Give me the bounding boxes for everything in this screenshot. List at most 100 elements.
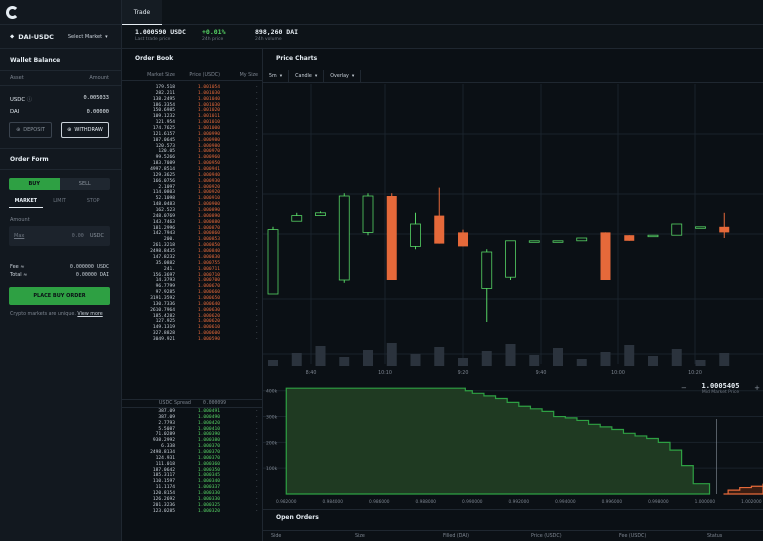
order-book-row[interactable]: 97.9285 1.000660 - bbox=[122, 290, 263, 296]
candle-body[interactable] bbox=[434, 215, 445, 244]
order-book-row[interactable]: 201.3236 1.000325 - bbox=[122, 503, 263, 509]
candle-body[interactable] bbox=[458, 232, 468, 247]
order-book-row[interactable]: 2.1097 1.000920 - bbox=[122, 185, 263, 191]
order-book-row[interactable]: 166.0756 1.000930 - bbox=[122, 179, 263, 185]
place-buy-order-button[interactable]: PLACE BUY ORDER bbox=[9, 287, 110, 305]
order-book-row[interactable]: 156.3697 1.000710 - bbox=[122, 273, 263, 279]
order-book-row[interactable]: 11.1174 1.000337 - bbox=[122, 485, 263, 491]
tab-trade[interactable]: Trade bbox=[122, 0, 162, 25]
candle-body[interactable] bbox=[671, 223, 683, 236]
amount-value[interactable]: 0.00 bbox=[71, 233, 84, 239]
zoom-in-button[interactable]: + bbox=[754, 384, 760, 392]
order-book-row[interactable]: 327.8828 1.000600 - bbox=[122, 331, 263, 337]
order-book-row[interactable]: 2.7793 1.000420 - bbox=[122, 421, 263, 427]
candle-body[interactable] bbox=[624, 235, 635, 241]
order-book-row[interactable]: 186.3354 1.001030 - bbox=[122, 103, 263, 109]
candle-body[interactable] bbox=[695, 226, 706, 229]
order-book-row[interactable]: 130.7336 1.000640 - bbox=[122, 302, 263, 308]
candle-body[interactable] bbox=[505, 240, 516, 278]
order-book-row[interactable]: 126.2692 1.000330 - bbox=[122, 497, 263, 503]
ask-depth-area[interactable] bbox=[723, 483, 763, 495]
candle-body[interactable] bbox=[291, 215, 303, 222]
withdraw-button[interactable]: ⊕ WITHDRAW bbox=[61, 122, 109, 138]
order-book-row[interactable]: 387.09 1.000491 - bbox=[122, 409, 263, 415]
candle-body[interactable] bbox=[552, 240, 564, 243]
order-book-row[interactable]: 99.5266 1.000960 - bbox=[122, 155, 263, 161]
order-book-row[interactable]: 107.0645 1.000980 - bbox=[122, 138, 263, 144]
order-book-row[interactable]: 938.2992 1.000380 - bbox=[122, 438, 263, 444]
order-book-row[interactable]: 138.2495 1.001040 - bbox=[122, 97, 263, 103]
order-book-row[interactable]: 35.0882 1.000755 - bbox=[122, 261, 263, 267]
order-book-row[interactable]: 179.518 1.001054 - bbox=[122, 85, 263, 91]
candle-body[interactable] bbox=[338, 195, 350, 281]
candlestick-chart[interactable]: 8:40 10:10 9:20 9:40 10:00 10:20 bbox=[263, 84, 763, 379]
order-book-row[interactable]: 120.573 1.000980 - bbox=[122, 144, 263, 150]
order-book-row[interactable]: 174.7625 1.001000 - bbox=[122, 126, 263, 132]
candle-body[interactable] bbox=[481, 251, 493, 289]
order-book-row[interactable]: 6.338 1.000370 - bbox=[122, 444, 263, 450]
max-button[interactable]: Max bbox=[14, 233, 25, 239]
tab-market[interactable]: MARKET bbox=[9, 197, 43, 208]
order-book-row[interactable]: 110.1597 1.000340 - bbox=[122, 479, 263, 485]
tab-stop[interactable]: STOP bbox=[86, 199, 100, 204]
order-book-row[interactable]: 2498.8435 1.000840 - bbox=[122, 249, 263, 255]
order-book-row[interactable]: 14.3793 1.000700 - bbox=[122, 278, 263, 284]
order-book-row[interactable]: 120.8154 1.000330 - bbox=[122, 491, 263, 497]
order-book-row[interactable]: 241. 1.000711 - bbox=[122, 267, 263, 273]
interval-select[interactable]: 5m ▾ bbox=[263, 70, 290, 82]
order-book-row[interactable]: 3049.921 1.000590 - bbox=[122, 337, 263, 343]
market-selector[interactable]: ⬥ DAI-USDC Select Market ▾ bbox=[0, 25, 122, 49]
order-book-row[interactable]: 121.954 1.001010 - bbox=[122, 120, 263, 126]
candle-body[interactable] bbox=[315, 212, 326, 217]
order-book-row[interactable]: 114.0803 1.000920 - bbox=[122, 190, 263, 196]
candle-body[interactable] bbox=[410, 223, 421, 247]
order-book-row[interactable]: 3191.3592 1.000650 - bbox=[122, 296, 263, 302]
tab-limit[interactable]: LIMIT bbox=[53, 199, 66, 204]
candle-body[interactable] bbox=[386, 196, 397, 280]
order-book-row[interactable]: 248.0769 1.000890 - bbox=[122, 214, 263, 220]
coinbase-logo-icon[interactable] bbox=[6, 6, 19, 19]
view-more-link[interactable]: View more bbox=[77, 312, 103, 317]
order-book-row[interactable]: 261.3218 1.000850 - bbox=[122, 243, 263, 249]
order-book-row[interactable]: 200. 1.000853 - bbox=[122, 237, 263, 243]
order-book-row[interactable]: 185.4282 1.000620 - bbox=[122, 314, 263, 320]
order-book-row[interactable]: 143.7463 1.000880 - bbox=[122, 220, 263, 226]
order-book-row[interactable]: 282.211 1.001030 - bbox=[122, 91, 263, 97]
candle-body[interactable] bbox=[600, 232, 611, 280]
deposit-button[interactable]: ⊕ DEPOSIT bbox=[9, 122, 52, 138]
chart-type-select[interactable]: Candle ▾ bbox=[289, 70, 325, 82]
order-book-row[interactable]: 123.0285 1.000320 - bbox=[122, 509, 263, 515]
order-book-row[interactable]: 162.523 1.000890 - bbox=[122, 208, 263, 214]
candle-body[interactable] bbox=[528, 240, 540, 243]
order-book-row[interactable]: 120.05 1.000970 - bbox=[122, 149, 263, 155]
order-book-row[interactable]: 4997.8514 1.000941 - bbox=[122, 167, 263, 173]
order-book-row[interactable]: 148.0483 1.000900 - bbox=[122, 202, 263, 208]
order-book-row[interactable]: 150.6985 1.001020 - bbox=[122, 108, 263, 114]
depth-chart[interactable]: 400k 300k 200k 100k 0.982000 0.984000 0.986000… bbox=[263, 379, 763, 509]
candle-body[interactable] bbox=[362, 195, 374, 233]
candle-body[interactable] bbox=[576, 237, 588, 242]
select-market-button[interactable]: Select Market bbox=[67, 33, 103, 40]
candle-body[interactable] bbox=[267, 229, 279, 295]
order-book-row[interactable]: 109.1232 1.001011 - bbox=[122, 114, 263, 120]
candle-body[interactable] bbox=[719, 226, 730, 233]
order-book-row[interactable]: 71.0289 1.000390 - bbox=[122, 432, 263, 438]
amount-input[interactable]: Max 0.00 USDC bbox=[9, 226, 110, 246]
order-book-row[interactable]: 127.925 1.000620 - bbox=[122, 319, 263, 325]
order-book-row[interactable]: 5.5087 1.000410 - bbox=[122, 427, 263, 433]
order-book-row[interactable]: 2498.8134 1.000370 - bbox=[122, 450, 263, 456]
order-book-row[interactable]: 387.09 1.000490 - bbox=[122, 415, 263, 421]
order-book-row[interactable]: 142.7943 1.000860 - bbox=[122, 231, 263, 237]
bid-depth-area[interactable] bbox=[285, 387, 711, 495]
order-book-row[interactable]: 129.3625 1.000940 - bbox=[122, 173, 263, 179]
zoom-out-button[interactable]: − bbox=[681, 384, 687, 392]
order-book-row[interactable]: 149.1319 1.000610 - bbox=[122, 325, 263, 331]
order-book-row[interactable]: 185.3117 1.000345 - bbox=[122, 473, 263, 479]
order-book-row[interactable]: 111.018 1.000360 - bbox=[122, 462, 263, 468]
order-book-row[interactable]: 181.2996 1.000870 - bbox=[122, 226, 263, 232]
order-book-row[interactable]: 121.6157 1.000990 - bbox=[122, 132, 263, 138]
order-book-row[interactable]: 183.7089 1.000950 - bbox=[122, 161, 263, 167]
order-book-row[interactable]: 124.931 1.000370 - bbox=[122, 456, 263, 462]
order-book-row[interactable]: 187.0642 1.000350 - bbox=[122, 468, 263, 474]
order-book-row[interactable]: 52.1098 1.000910 - bbox=[122, 196, 263, 202]
